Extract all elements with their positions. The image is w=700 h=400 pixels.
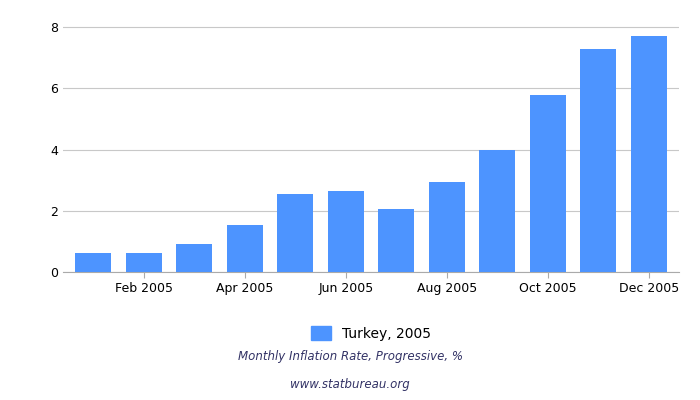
Bar	[479, 150, 515, 272]
Bar	[378, 209, 414, 272]
Bar	[125, 253, 162, 272]
Bar	[631, 36, 667, 272]
Bar	[75, 253, 111, 272]
Bar	[227, 224, 263, 272]
Bar	[176, 244, 213, 272]
Text: Monthly Inflation Rate, Progressive, %: Monthly Inflation Rate, Progressive, %	[237, 350, 463, 363]
Text: www.statbureau.org: www.statbureau.org	[290, 378, 410, 391]
Bar	[428, 182, 465, 272]
Bar	[529, 94, 566, 272]
Bar	[328, 191, 364, 272]
Bar	[277, 194, 314, 272]
Legend: Turkey, 2005: Turkey, 2005	[311, 326, 431, 340]
Bar	[580, 49, 617, 272]
